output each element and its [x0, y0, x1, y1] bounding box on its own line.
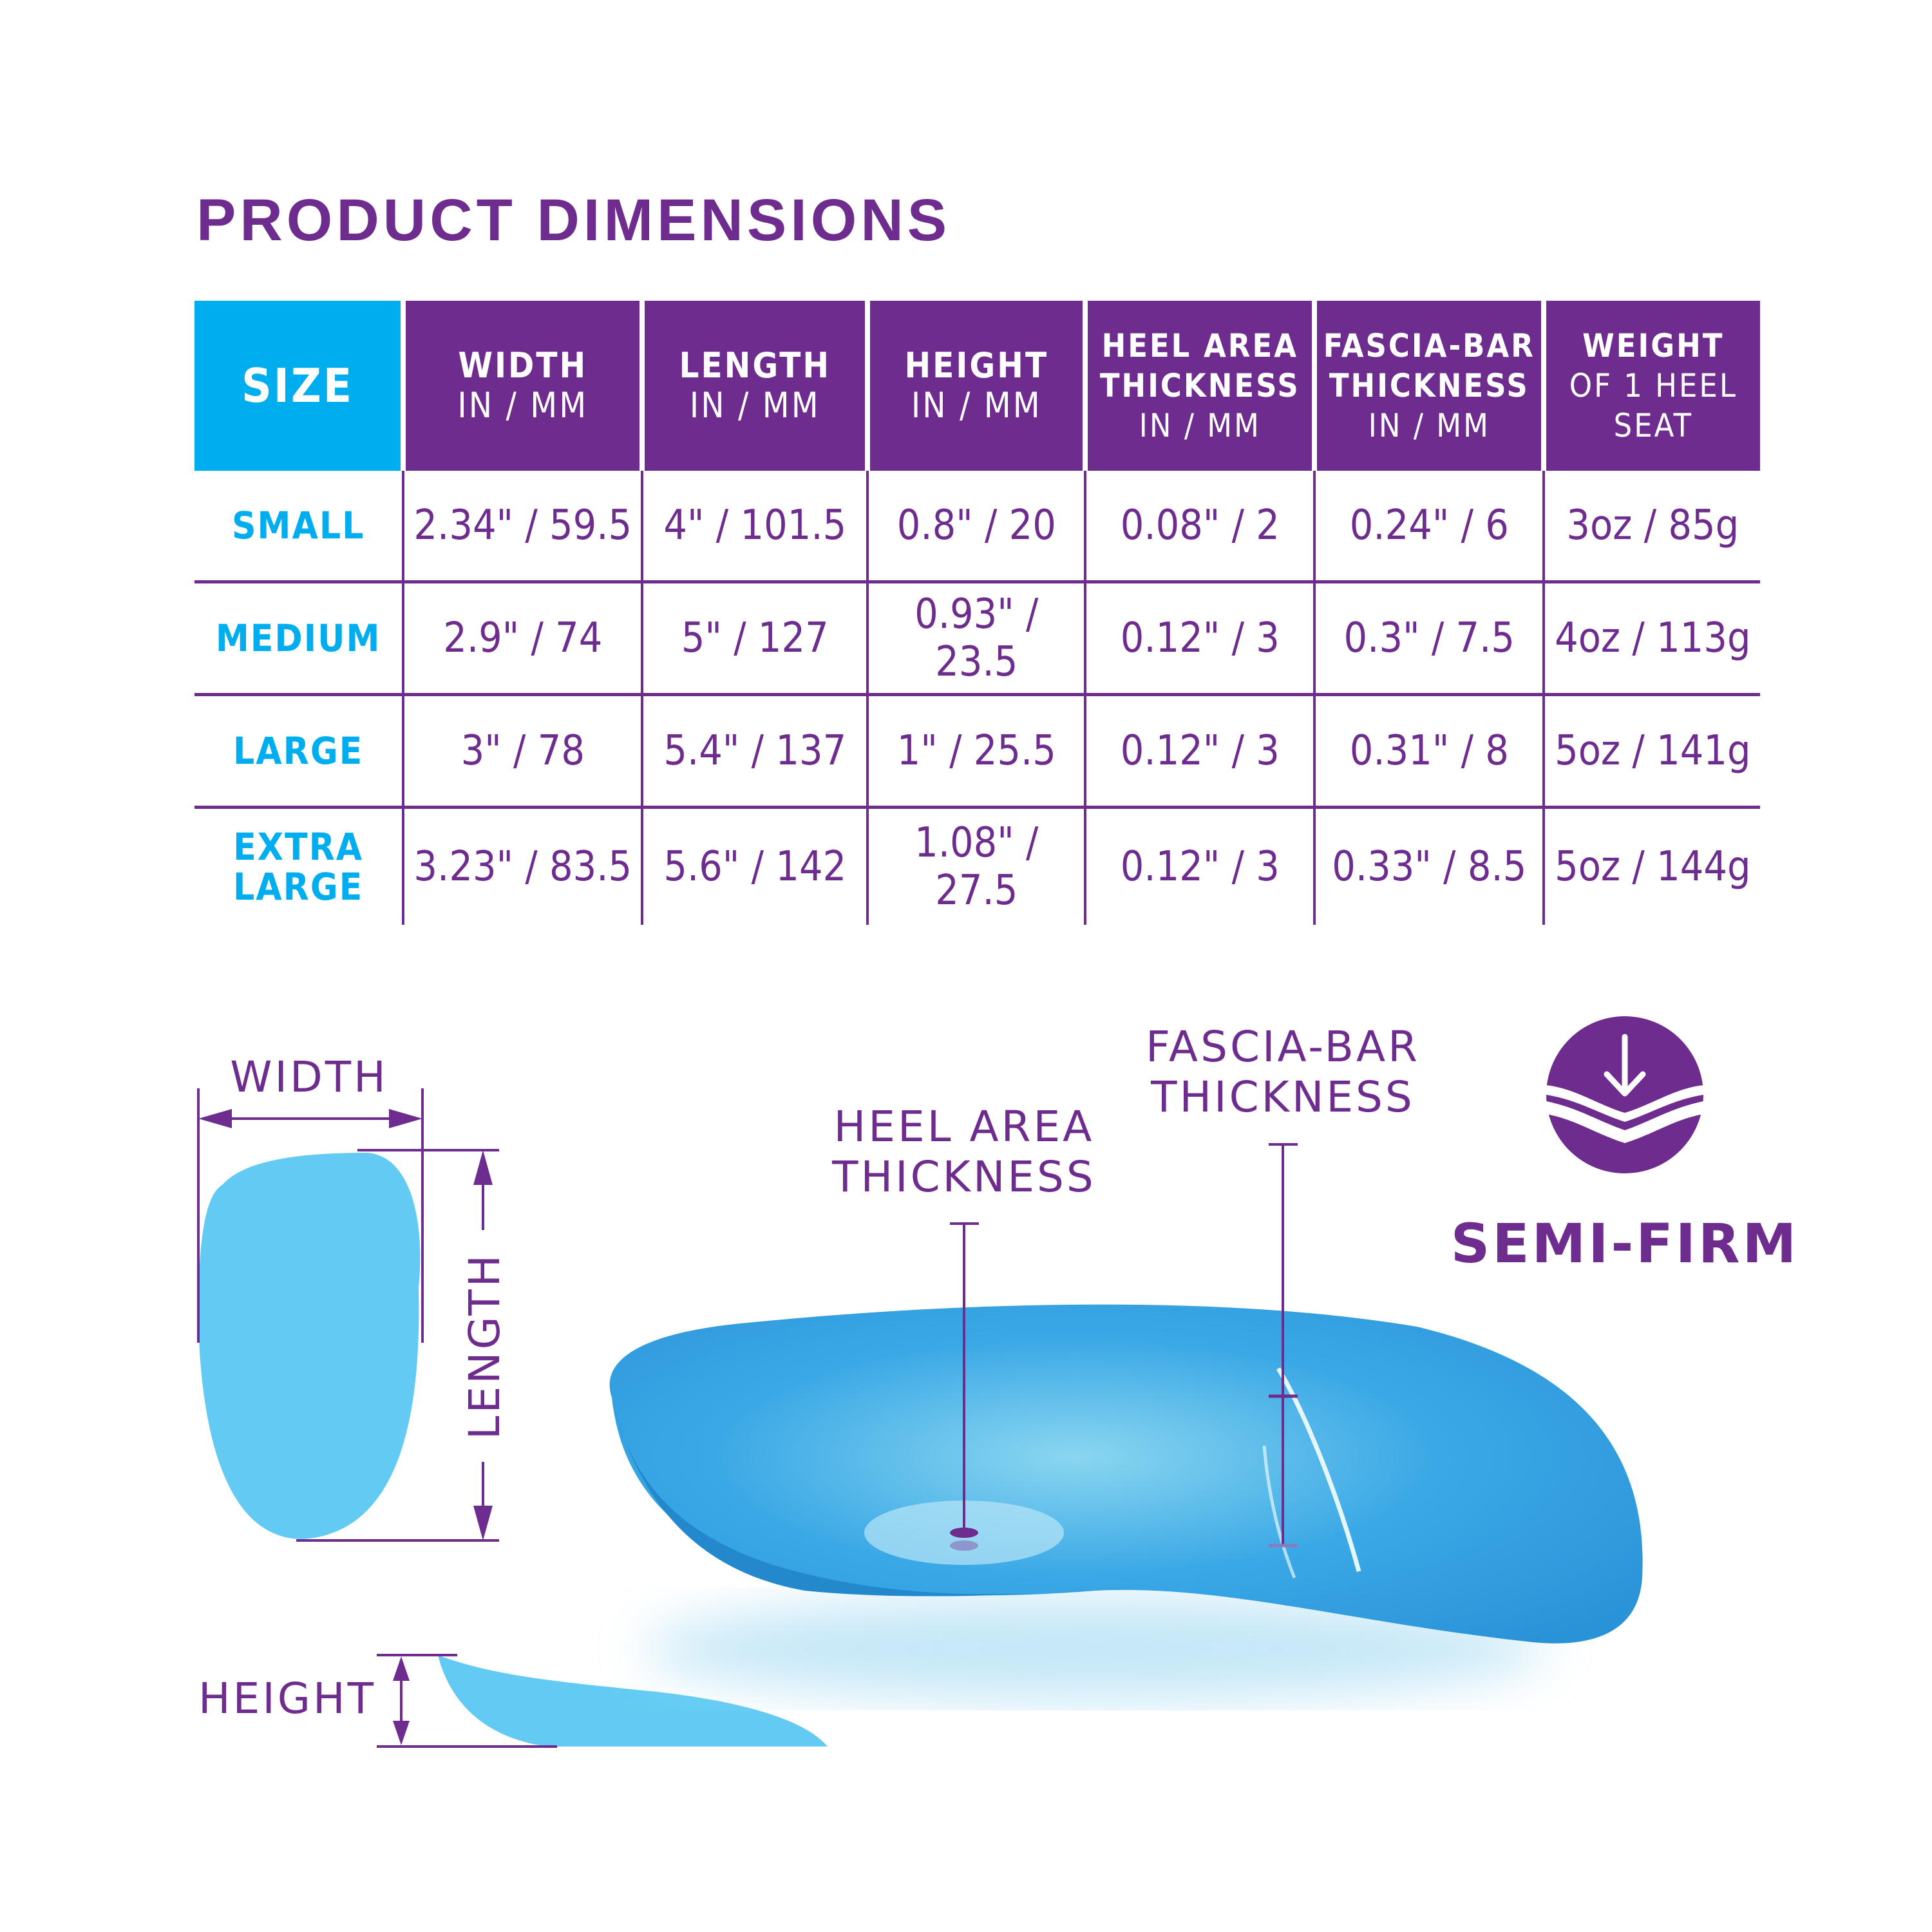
- table-cell: 1.08" / 27.5: [866, 806, 1086, 925]
- header-fascia-bar: FASCIA-BAR THICKNESS IN / MM: [1312, 301, 1544, 471]
- table-cell: 2.9" / 74: [402, 580, 643, 695]
- table-cell: 0.12" / 3: [1084, 693, 1315, 808]
- table-cell: 5" / 127: [641, 580, 868, 695]
- width-label: WIDTH: [230, 1052, 388, 1102]
- dimensions-table: SIZE WIDTH IN / MM LENGTH IN / MM HEIGHT IN…: [194, 301, 1761, 925]
- fascia-bar-label-2: THICKNESS: [1150, 1072, 1415, 1122]
- header-size: SIZE: [194, 301, 404, 471]
- heel-seat-product-image: HEEL AREA THICKNESS FASCIA-BAR THICKNESS: [609, 1022, 1643, 1700]
- heel-top-shape: [198, 1153, 421, 1539]
- table-cell: 0.3" / 7.5: [1313, 580, 1544, 695]
- table-cell: 0.31" / 8: [1313, 693, 1544, 808]
- table-cell: 0.12" / 3: [1084, 806, 1315, 925]
- table-cell: 0.8" / 20: [866, 471, 1086, 582]
- header-heel-area: HEEL AREA THICKNESS IN / MM: [1083, 301, 1315, 471]
- fascia-bar-label-1: FASCIA-BAR: [1146, 1022, 1420, 1072]
- table-cell: 5.4" / 137: [641, 693, 868, 808]
- header-row: SIZE WIDTH IN / MM LENGTH IN / MM HEIGHT IN…: [194, 301, 1761, 471]
- size-label: MEDIUM: [194, 580, 404, 695]
- table-cell: 4" / 101.5: [641, 471, 868, 582]
- height-label: HEIGHT: [198, 1674, 376, 1723]
- table-cell: 1" / 25.5: [866, 693, 1086, 808]
- table-cell: 0.08" / 2: [1084, 471, 1315, 582]
- table-cell: 0.12" / 3: [1084, 580, 1315, 695]
- header-weight: WEIGHT OF 1 HEEL SEAT: [1541, 301, 1761, 471]
- table-cell: 3.23" / 83.5: [402, 806, 643, 925]
- table-cell: 0.33" / 8.5: [1313, 806, 1544, 925]
- arrow-down-wave-icon: [1546, 1016, 1703, 1173]
- firmness-label: SEMI-FIRM: [1451, 1212, 1799, 1275]
- page-title: PRODUCT DIMENSIONS: [196, 187, 951, 253]
- size-label: EXTRA LARGE: [194, 806, 404, 925]
- table-cell: 5oz / 144g: [1542, 806, 1761, 925]
- heel-side-shape: [438, 1655, 828, 1747]
- table-cell: 0.93" / 23.5: [866, 580, 1086, 695]
- header-length: LENGTH IN / MM: [639, 301, 868, 471]
- table-cell: 4oz / 113g: [1542, 580, 1761, 695]
- length-label: LENGTH: [460, 1253, 509, 1440]
- table-cell: 5oz / 141g: [1542, 693, 1761, 808]
- table-cell: 2.34" / 59.5: [402, 471, 643, 582]
- size-label: SMALL: [231, 504, 365, 547]
- top-view-diagram: WIDTH LENGTH: [197, 1052, 509, 1542]
- table-cell: 5.6" / 142: [641, 806, 868, 925]
- table-cell: 0.24" / 6: [1313, 471, 1544, 582]
- table-row: MEDIUM 2.9" / 74 5" / 127 0.93" / 23.5 0.12"…: [194, 580, 1761, 695]
- heel-area-label-1: HEEL AREA: [834, 1102, 1095, 1151]
- table-row: LARGE 3" / 78 5.4" / 137 1" / 25.5 0.12" / 3…: [194, 693, 1761, 808]
- table-cell: 3" / 78: [402, 693, 643, 808]
- table-row: EXTRA LARGE 3.23" / 83.5 5.6" / 142 1.08" /…: [194, 806, 1761, 925]
- table-cell: 3oz / 85g: [1542, 471, 1761, 582]
- table-row: SMALL 2.34" / 59.5 4" / 101.5 0.8" / 20 0.08…: [194, 471, 1761, 582]
- heel-area-label-2: THICKNESS: [831, 1152, 1096, 1202]
- header-height: HEIGHT IN / MM: [865, 301, 1086, 471]
- header-width: WIDTH IN / MM: [401, 301, 643, 471]
- side-view-diagram: HEIGHT: [198, 1654, 828, 1748]
- size-label: LARGE: [194, 693, 404, 808]
